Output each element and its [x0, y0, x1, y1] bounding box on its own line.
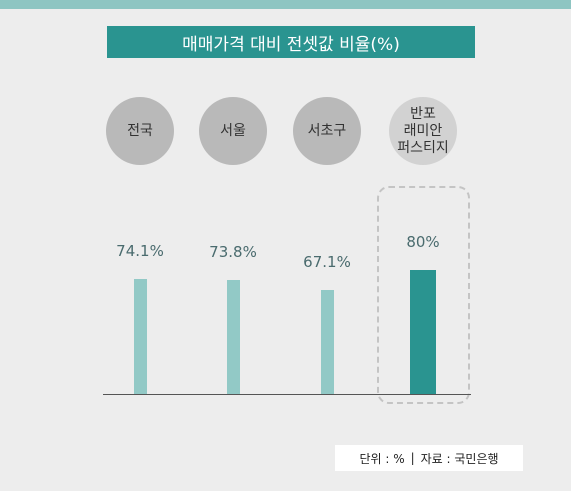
top-accent-bar — [0, 0, 571, 9]
chart-title: 매매가격 대비 전셋값 비율(%) — [107, 26, 475, 58]
bar — [320, 290, 334, 394]
source-label: 자료 : 국민은행 — [420, 451, 499, 466]
bar — [410, 270, 436, 394]
category-label: 반포 래미안 퍼스티지 — [389, 97, 457, 165]
highlight-dashed-box — [377, 186, 470, 404]
bar — [226, 279, 240, 394]
data-label: 73.8% — [209, 242, 257, 261]
x-axis-baseline — [103, 394, 471, 395]
data-label: 80% — [406, 233, 440, 252]
footnote-separator: | — [410, 451, 415, 465]
category-label: 서초구 — [293, 97, 361, 165]
data-label: 67.1% — [303, 253, 351, 272]
source-footnote: 단위 : % | 자료 : 국민은행 — [335, 445, 523, 471]
unit-label: 단위 : % — [359, 451, 405, 466]
category-label: 서울 — [199, 97, 267, 165]
bar — [133, 279, 147, 394]
data-label: 74.1% — [116, 242, 164, 261]
category-label: 전국 — [106, 97, 174, 165]
